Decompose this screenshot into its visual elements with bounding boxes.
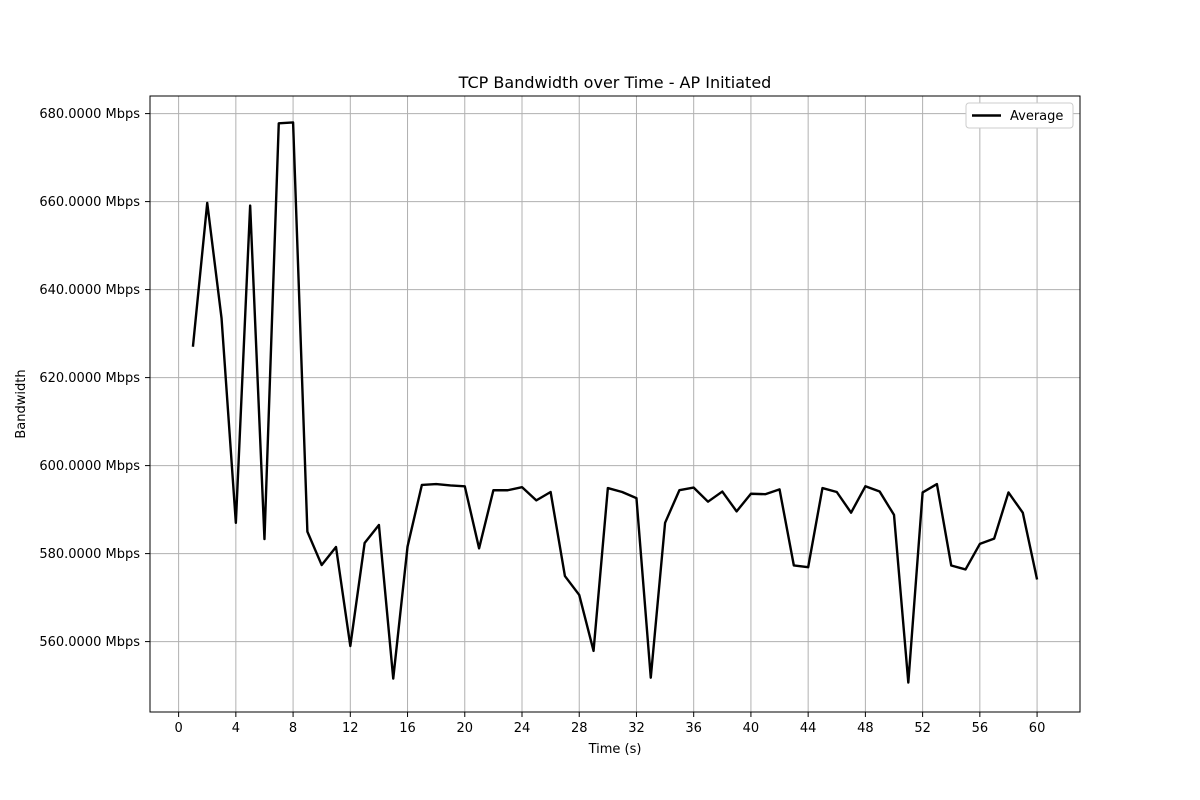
x-tick-label: 44 xyxy=(800,721,817,736)
y-tick-label: 620.0000 Mbps xyxy=(39,371,140,386)
x-tick-label: 12 xyxy=(342,721,359,736)
x-tick-label: 16 xyxy=(399,721,416,736)
x-axis: 0 4 8 12 16 20 24 28 32 36 40 44 48 52 56 60 xyxy=(174,712,1045,736)
y-axis: 560.0000 Mbps 580.0000 Mbps 600.0000 Mbps 6… xyxy=(39,107,150,650)
y-tick-label: 660.0000 Mbps xyxy=(39,195,140,210)
series-line-average xyxy=(191,121,1039,684)
y-tick-label: 680.0000 Mbps xyxy=(39,107,140,122)
y-tick-label: 580.0000 Mbps xyxy=(39,547,140,562)
x-tick-label: 20 xyxy=(456,721,473,736)
x-tick-label: 40 xyxy=(743,721,760,736)
x-axis-label: Time (s) xyxy=(588,742,642,757)
legend-label-average: Average xyxy=(1010,109,1063,124)
x-tick-label: 0 xyxy=(174,721,182,736)
x-tick-label: 56 xyxy=(972,721,989,736)
y-tick-label: 600.0000 Mbps xyxy=(39,459,140,474)
x-tick-label: 24 xyxy=(514,721,531,736)
x-tick-label: 36 xyxy=(685,721,702,736)
grid-layer xyxy=(150,96,1080,712)
legend: Average xyxy=(965,102,1074,129)
x-tick-label: 48 xyxy=(857,721,874,736)
y-tick-label: 640.0000 Mbps xyxy=(39,283,140,298)
y-tick-label: 560.0000 Mbps xyxy=(39,635,140,650)
x-tick-label: 32 xyxy=(628,721,645,736)
x-tick-label: 52 xyxy=(914,721,931,736)
y-axis-label: Bandwidth xyxy=(14,369,29,438)
legend-box xyxy=(965,102,1074,129)
x-tick-label: 28 xyxy=(571,721,588,736)
x-tick-label: 60 xyxy=(1029,721,1046,736)
chart-title: TCP Bandwidth over Time - AP Initiated xyxy=(458,73,772,92)
x-tick-label: 8 xyxy=(289,721,297,736)
plot-frame xyxy=(149,95,1081,713)
x-tick-label: 4 xyxy=(232,721,240,736)
